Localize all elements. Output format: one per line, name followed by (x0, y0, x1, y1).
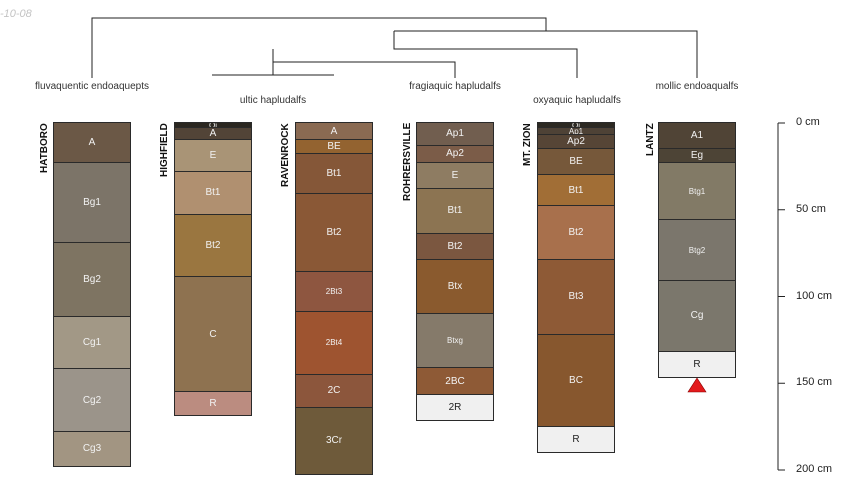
profile-name-ravenrock: RAVENROCK (280, 123, 291, 187)
dendrogram-branch-ultic (272, 49, 456, 78)
horizon-bt2: Bt2 (416, 233, 494, 261)
horizon-be: BE (537, 148, 615, 176)
profile-name-rohrersville: ROHRERSVILLE (402, 122, 413, 201)
horizon-e: E (416, 161, 494, 189)
horizon-bt1: Bt1 (537, 174, 615, 207)
horizon-c: C (174, 276, 252, 392)
horizon-be: BE (295, 139, 373, 155)
profile-name-mt-zion: MT. ZION (522, 123, 533, 166)
taxon-label-mollic: mollic endoaqualfs (655, 81, 739, 92)
horizon-ap2: Ap2 (537, 134, 615, 150)
horizon-2bt3: 2Bt3 (295, 271, 373, 313)
depth-tick-label: 50 cm (796, 202, 826, 215)
horizon-r: R (658, 351, 736, 379)
horizon-bt3: Bt3 (537, 259, 615, 335)
profile-name-lantz: LANTZ (645, 123, 656, 156)
horizon-bt1: Bt1 (295, 153, 373, 195)
horizon-eg: Eg (658, 148, 736, 163)
horizon-a: A (53, 122, 131, 163)
horizon-a1: A1 (658, 122, 736, 150)
horizon-cg: Cg (658, 279, 736, 352)
horizon-ap2: Ap2 (416, 144, 494, 163)
horizon-btg1: Btg1 (658, 161, 736, 221)
horizon-bt2: Bt2 (174, 213, 252, 278)
horizon-e: E (174, 139, 252, 172)
horizon-cg2: Cg2 (53, 368, 131, 432)
profile-name-hatboro: HATBORO (39, 123, 50, 173)
horizon-btx: Btx (416, 259, 494, 314)
horizon-cg3: Cg3 (53, 430, 131, 467)
horizon-bg2: Bg2 (53, 241, 131, 318)
horizon-r: R (174, 390, 252, 417)
dendrogram-branch-middle (393, 31, 578, 78)
dendrogram-branch-right (394, 30, 698, 78)
horizon-r: R (537, 425, 615, 453)
horizon-btg2: Btg2 (658, 219, 736, 281)
horizon-bt2: Bt2 (295, 193, 373, 273)
horizon-a: A (295, 122, 373, 141)
horizon-bt1: Bt1 (416, 187, 494, 235)
horizon-bg1: Bg1 (53, 161, 131, 243)
depth-tick-label: 200 cm (796, 463, 833, 475)
horizon-2c: 2C (295, 373, 373, 408)
profile-name-highfield: HIGHFIELD (159, 123, 170, 177)
depth-tick-label: 100 cm (796, 289, 833, 302)
bottom-marker-triangle (687, 377, 707, 393)
horizon-3cr: 3Cr (295, 406, 373, 476)
horizon-2bt4: 2Bt4 (295, 311, 373, 375)
horizon-bt2: Bt2 (537, 205, 615, 261)
dendrogram-branch-hatboro (91, 17, 547, 78)
taxon-label-ultic: ultic hapludalfs (239, 95, 307, 106)
horizon-bc: BC (537, 333, 615, 427)
taxon-label-fluvaquentic: fluvaquentic endoaquepts (35, 81, 149, 92)
taxon-label-fragiaquic: fragiaquic hapludalfs (409, 81, 501, 92)
dendrogram (91, 17, 698, 78)
horizon-cg1: Cg1 (53, 316, 131, 370)
horizon-2r: 2R (416, 394, 494, 422)
depth-tick-label: 150 cm (796, 376, 833, 389)
date-stamp: -10-08 (0, 8, 32, 20)
horizon-2bc: 2BC (416, 366, 494, 396)
depth-axis (777, 122, 785, 471)
taxon-label-oxyaquic: oxyaquic hapludalfs (533, 95, 621, 106)
horizon-ap1: Ap1 (416, 122, 494, 146)
horizon-bt1: Bt1 (174, 170, 252, 215)
horizon-btxg: Btxg (416, 312, 494, 368)
depth-tick-label: 0 cm (796, 116, 820, 128)
